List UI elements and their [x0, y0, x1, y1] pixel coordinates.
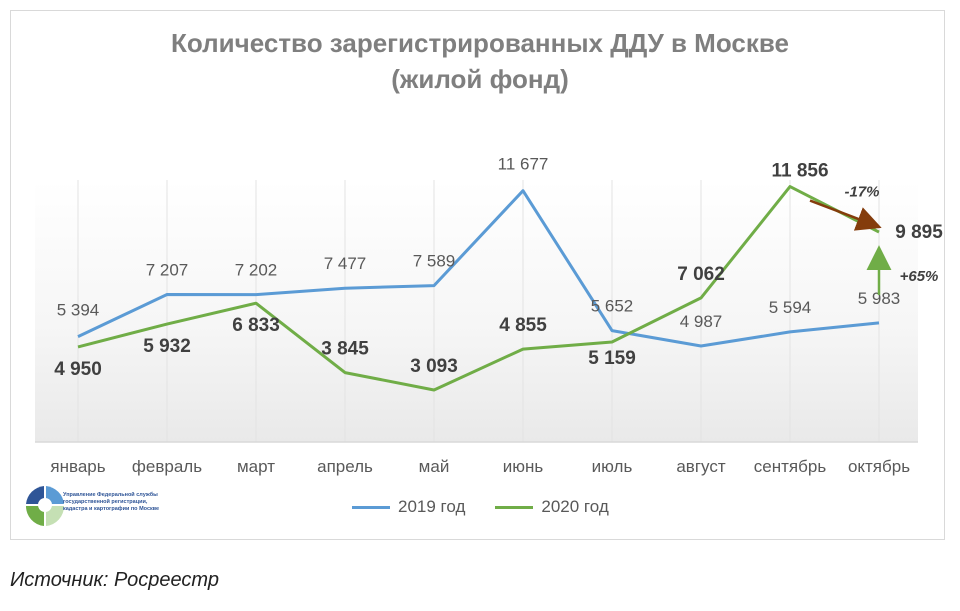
data-label-2020: 3 845: [321, 339, 369, 360]
data-label-2019: 5 983: [858, 289, 901, 308]
plot-background: [35, 180, 918, 442]
rosreestr-logo: [25, 486, 65, 526]
data-label-2019: 5 652: [591, 297, 634, 316]
data-label-2020: 5 932: [143, 336, 191, 357]
data-label-2020: 5 159: [588, 348, 636, 369]
data-label-2020: 4 950: [54, 359, 102, 380]
legend-item-2019: 2019 год: [352, 497, 465, 517]
x-tick-label: май: [419, 457, 450, 476]
legend-swatch-2019: [352, 505, 390, 509]
data-label-2019: 5 594: [769, 298, 812, 317]
data-label-2020: 9 895: [895, 222, 943, 243]
series-line-2019: [77, 189, 880, 348]
series-line-2020: [77, 185, 880, 392]
data-label-2019: 5 394: [57, 301, 100, 320]
data-label-2019: 11 677: [498, 155, 549, 174]
x-tick-label: август: [676, 457, 725, 476]
data-label-2020: 11 856: [771, 161, 828, 182]
legend-item-2020: 2020 год: [495, 497, 609, 517]
x-tick-label: март: [237, 457, 275, 476]
data-label-2019: 7 207: [146, 260, 189, 279]
x-tick-label: июль: [592, 457, 633, 476]
data-label-2020: 4 855: [499, 315, 547, 336]
x-tick-label: октябрь: [848, 457, 910, 476]
data-label-2020: 6 833: [232, 315, 280, 336]
legend-label-2019: 2019 год: [398, 497, 466, 516]
data-label-2019: 7 202: [235, 261, 278, 280]
data-label-2019: 7 589: [413, 252, 456, 271]
data-label-2020: 7 062: [677, 264, 725, 285]
logo-text: Управление Федеральной службы государств…: [63, 492, 160, 512]
legend-swatch-2020: [495, 505, 534, 509]
x-tick-label: сентябрь: [754, 457, 827, 476]
x-tick-label: январь: [50, 457, 105, 476]
chart-title: Количество зарегистрированных ДДУ в Моск…: [171, 28, 789, 58]
source-caption: Источник: Росреестр: [10, 569, 219, 591]
data-label-2020: 3 093: [410, 356, 458, 377]
legend-label-2020: 2020 год: [541, 497, 609, 516]
data-label-2019: 7 477: [324, 254, 367, 273]
legend: 2019 год 2020 год: [352, 497, 609, 517]
decrease-arrow: [809, 199, 882, 231]
data-label-2019: 4 987: [680, 312, 723, 331]
x-tick-label: июнь: [503, 457, 544, 476]
x-tick-label: апрель: [317, 457, 373, 476]
chart-subtitle: (жилой фонд): [391, 64, 569, 94]
increase-percent-label: +65%: [900, 268, 939, 285]
x-tick-label: февраль: [132, 457, 202, 476]
decrease-percent-label: -17%: [844, 184, 879, 201]
